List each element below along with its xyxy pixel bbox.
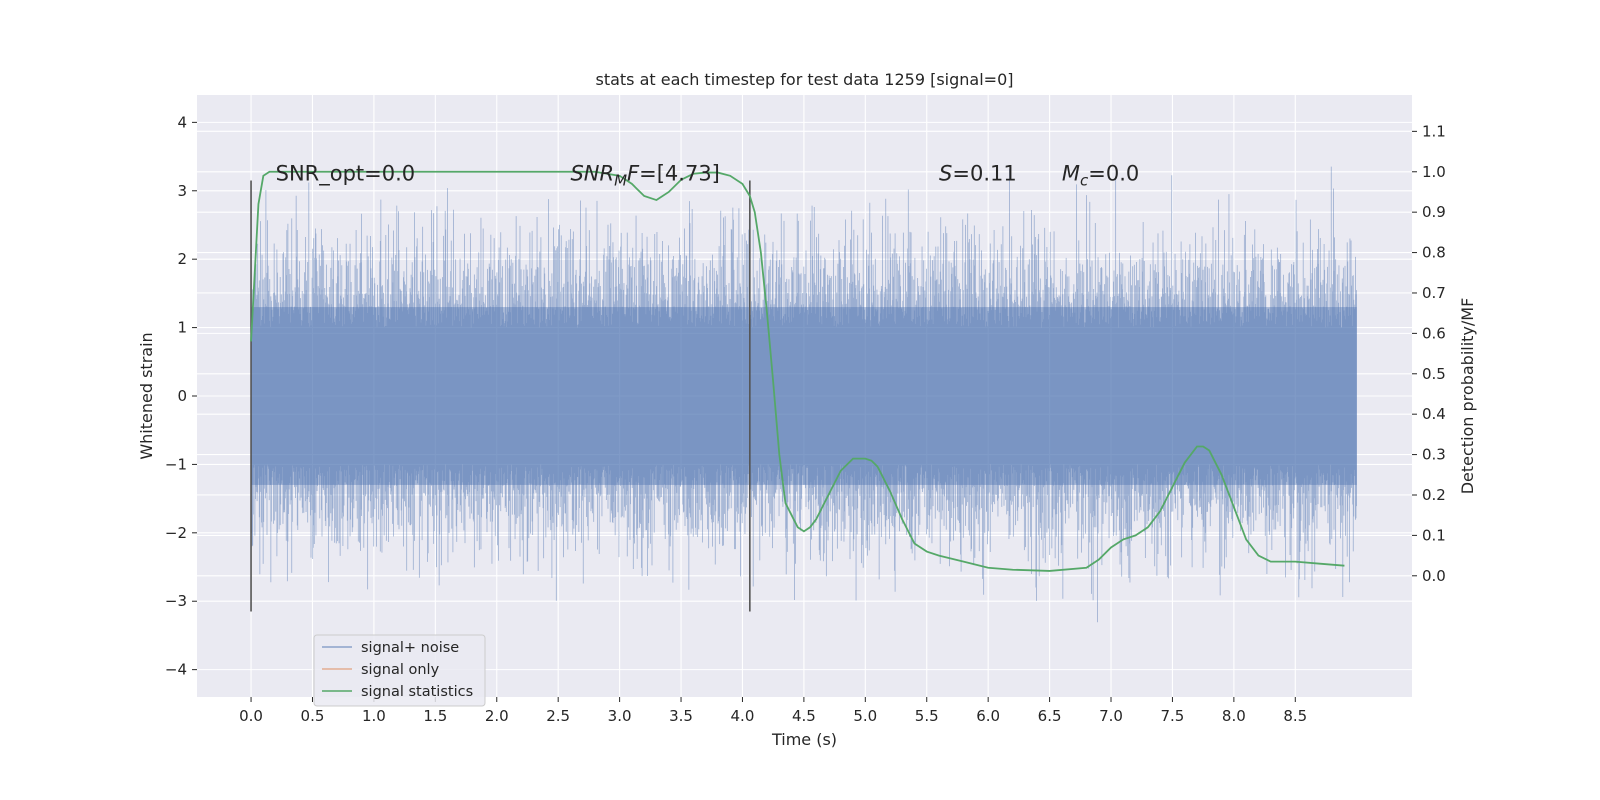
legend-label-signal-only: signal only [361,662,440,678]
legend-box [313,634,486,707]
y-axis-label: Whitened strain [137,332,156,459]
right-y-tick-label: 0.2 [1422,486,1446,504]
right-y-tick-label: 0.4 [1422,405,1446,423]
x-tick-label: 2.5 [546,707,570,725]
signal-noise-band [251,307,1357,485]
legend-label-signal-statistics: signal statistics [361,684,473,700]
annotations: SNR_opt=0.0 SNRMF=[4.73] S=0.11 Mc=0.0 [276,162,1140,190]
y-tick-label: 4 [177,113,187,131]
x-tick-label: 7.5 [1161,707,1185,725]
x-tick-label: 2.0 [485,707,509,725]
right-y-tick-label: 0.3 [1422,446,1446,464]
y-tick-label: −2 [165,524,187,542]
signal-statistics-series [250,170,1345,572]
x-tick-label: 1.0 [362,707,386,725]
right-y-tick-label: 0.9 [1422,203,1446,221]
right-y-tick-label: 0.0 [1422,567,1446,585]
x-tick-label: 7.0 [1099,707,1123,725]
right-y-tick-label: 0.8 [1422,244,1446,262]
x-tick-label: 0.5 [301,707,325,725]
signal-noise-series [250,166,1357,623]
signal-statistics-line [250,170,1345,572]
y-tick-label: 2 [177,250,187,268]
y-tick-label: −3 [165,592,187,610]
y-axis-ticks: 4 3 2 1 0 −1 −2 −3 −4 [165,113,197,679]
marker-lines [250,180,751,612]
x-tick-label: 3.5 [669,707,693,725]
x-axis-label: Time (s) [771,730,837,749]
legend-label-signal-noise: signal+ noise [361,640,459,656]
y-tick-label: 1 [177,319,187,337]
legend: signal+ noise signal only signal statist… [313,634,486,707]
annotation-snr-opt: SNR_opt=0.0 [276,162,416,187]
y-tick-label: 0 [177,387,187,405]
x-tick-label: 4.0 [731,707,755,725]
x-tick-label: 6.0 [976,707,1000,725]
y-tick-label: 3 [177,182,187,200]
right-y-tick-label: 0.6 [1422,324,1446,342]
chart-title: stats at each timestep for test data 125… [595,70,1013,89]
y-tick-label: −4 [165,661,187,679]
x-tick-label: 8.5 [1283,707,1307,725]
x-axis-ticks: 0.0 0.5 1.0 1.5 2.0 2.5 3.0 3.5 4.0 4.5 5.0 5.5 6.0 6… [239,697,1307,725]
x-tick-label: 0.0 [239,707,263,725]
right-y-axis-ticks: 1.1 1.0 0.9 0.8 0.7 0.6 0.5 0.4 0.3 0.2 0.1 0.0 [1412,122,1446,585]
x-tick-label: 5.5 [915,707,939,725]
x-tick-label: 6.5 [1038,707,1062,725]
right-y-tick-label: 0.5 [1422,365,1446,383]
x-tick-label: 5.0 [853,707,877,725]
x-tick-label: 3.0 [608,707,632,725]
x-tick-label: 4.5 [792,707,816,725]
right-y-tick-label: 0.7 [1422,284,1446,302]
right-y-tick-label: 1.1 [1422,122,1446,140]
right-y-tick-label: 0.1 [1422,526,1446,544]
y-tick-label: −1 [165,455,187,473]
x-tick-label: 8.0 [1222,707,1246,725]
right-y-axis-label: Detection probability/MF [1458,298,1477,495]
annotation-snr-mf: SNRMF=[4.73] [570,162,719,190]
annotation-mc: Mc=0.0 [1062,162,1139,190]
right-y-tick-label: 1.0 [1422,163,1446,181]
x-tick-label: 1.5 [423,707,447,725]
annotation-s: S=0.11 [939,162,1017,186]
